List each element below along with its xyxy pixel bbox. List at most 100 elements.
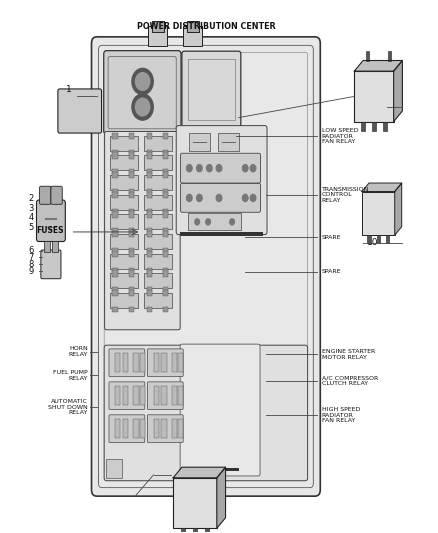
Bar	[129, 251, 134, 257]
Bar	[147, 287, 152, 293]
Circle shape	[194, 218, 200, 225]
Text: 4: 4	[28, 213, 33, 222]
Bar	[172, 353, 177, 372]
Bar	[140, 386, 145, 405]
Bar	[129, 133, 134, 139]
Text: 5: 5	[28, 223, 33, 232]
Bar	[147, 307, 152, 312]
Bar	[113, 133, 118, 139]
Text: 10: 10	[367, 238, 379, 247]
Bar	[189, 133, 210, 151]
Bar	[163, 169, 168, 174]
Bar	[110, 175, 138, 190]
Bar	[113, 228, 118, 233]
Bar	[181, 528, 184, 533]
Bar	[147, 231, 152, 237]
Bar	[161, 353, 166, 372]
Polygon shape	[354, 61, 403, 71]
Circle shape	[196, 193, 203, 202]
Bar	[163, 231, 168, 237]
Polygon shape	[173, 467, 226, 478]
Bar	[147, 251, 152, 257]
Text: SPARE: SPARE	[321, 235, 341, 240]
Bar	[377, 235, 380, 243]
Bar	[129, 287, 134, 293]
Text: 1: 1	[66, 85, 71, 94]
Bar	[144, 293, 172, 308]
Bar	[44, 241, 50, 252]
Bar	[361, 122, 365, 131]
FancyBboxPatch shape	[36, 200, 65, 241]
Bar	[129, 270, 134, 277]
Bar	[113, 290, 118, 296]
Bar	[199, 468, 239, 471]
Bar	[113, 307, 118, 312]
Bar	[144, 156, 172, 170]
Circle shape	[215, 193, 223, 202]
Text: LOW SPEED
RADIATOR
FAN RELAY: LOW SPEED RADIATOR FAN RELAY	[321, 128, 358, 144]
Text: 10: 10	[173, 518, 185, 527]
Bar	[110, 136, 138, 151]
FancyBboxPatch shape	[104, 345, 307, 481]
Text: HIGH SPEED
RADIATOR
FAN RELAY: HIGH SPEED RADIATOR FAN RELAY	[321, 407, 360, 423]
Bar	[113, 248, 118, 253]
Bar	[129, 307, 134, 312]
Bar	[178, 353, 183, 372]
Bar	[163, 268, 168, 273]
Bar	[178, 386, 183, 405]
Bar	[110, 234, 138, 249]
Bar	[129, 152, 134, 159]
FancyBboxPatch shape	[180, 183, 261, 212]
Bar	[113, 150, 118, 155]
Bar	[163, 307, 168, 312]
Bar	[163, 290, 168, 296]
Bar	[147, 169, 152, 174]
Text: HORN
RELAY: HORN RELAY	[69, 346, 88, 357]
Text: 6: 6	[28, 246, 33, 255]
Bar	[153, 353, 159, 372]
Circle shape	[229, 218, 235, 225]
Bar	[372, 122, 376, 131]
Bar	[110, 195, 138, 209]
FancyBboxPatch shape	[176, 126, 267, 235]
Bar	[147, 152, 152, 159]
Bar	[144, 254, 172, 269]
Text: SPARE: SPARE	[321, 269, 341, 274]
Text: POWER DISTRIBUTION CENTER: POWER DISTRIBUTION CENTER	[137, 22, 275, 31]
Bar	[147, 172, 152, 178]
Bar	[129, 169, 134, 174]
Text: 8: 8	[28, 260, 33, 269]
Bar	[129, 211, 134, 217]
Circle shape	[131, 68, 154, 95]
Bar	[163, 150, 168, 155]
Bar	[123, 353, 128, 372]
Bar	[147, 150, 152, 155]
FancyBboxPatch shape	[109, 382, 145, 409]
Bar	[113, 231, 118, 237]
Bar	[113, 169, 118, 174]
Bar	[129, 231, 134, 237]
Bar	[172, 386, 177, 405]
Bar	[187, 59, 235, 120]
Text: 11: 11	[392, 102, 403, 111]
Bar	[205, 528, 209, 533]
Bar	[147, 211, 152, 217]
Bar	[113, 208, 118, 214]
Bar	[147, 228, 152, 233]
Bar	[161, 419, 166, 438]
Circle shape	[135, 72, 150, 91]
Bar	[115, 419, 120, 438]
Bar	[115, 353, 120, 372]
Bar	[147, 268, 152, 273]
FancyBboxPatch shape	[58, 89, 102, 133]
Bar	[134, 386, 139, 405]
Circle shape	[242, 164, 249, 172]
Bar	[366, 51, 369, 61]
Bar	[129, 268, 134, 273]
Bar	[173, 478, 217, 528]
Bar	[383, 122, 387, 131]
Circle shape	[250, 164, 257, 172]
Text: 9: 9	[28, 267, 33, 276]
FancyBboxPatch shape	[104, 51, 181, 134]
Bar	[163, 191, 168, 198]
